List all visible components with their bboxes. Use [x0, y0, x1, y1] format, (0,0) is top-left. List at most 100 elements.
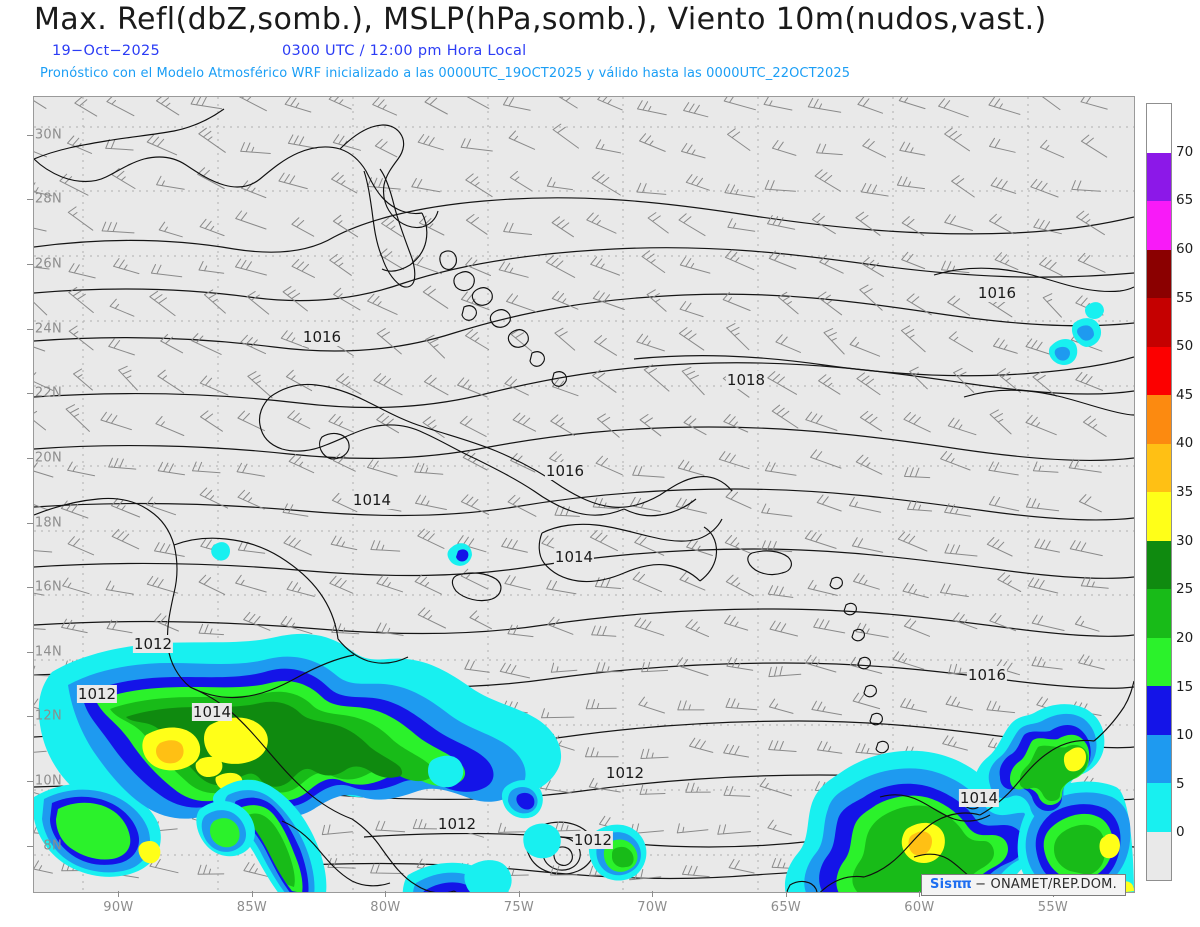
- isobar-value-label: 1016: [966, 666, 1008, 684]
- wind-barb: [198, 623, 224, 636]
- wind-barb: [1041, 97, 1061, 111]
- wind-barb: [552, 123, 579, 149]
- wind-barb: [554, 505, 580, 517]
- wind-barb: [813, 618, 846, 634]
- wind-barb: [197, 167, 225, 189]
- wind-barb: [807, 579, 838, 596]
- wind-barb: [460, 568, 489, 590]
- lon-tick-label: 85W: [236, 900, 268, 915]
- wind-barb: [376, 622, 404, 636]
- wind-barb: [589, 530, 618, 552]
- wind-barb: [849, 496, 882, 513]
- wind-barb: [370, 863, 404, 874]
- weather-map[interactable]: 1016 1018 1016 1016 1014 1014 1016 1012 1012 1014…: [33, 96, 1135, 893]
- wind-barb: [951, 175, 975, 198]
- wind-barb: [989, 613, 1017, 632]
- wind-barb: [199, 487, 229, 509]
- colorbar-band: [1147, 152, 1171, 201]
- wind-barb: [321, 824, 353, 836]
- reflectivity-colorbar[interactable]: [1146, 103, 1172, 881]
- wind-barb: [637, 100, 667, 116]
- wind-barb: [330, 535, 358, 551]
- wind-barb: [417, 134, 444, 151]
- wind-barb: [997, 572, 1022, 592]
- wind-barb: [769, 620, 798, 637]
- colorbar-tick-label: 55: [1176, 289, 1194, 306]
- wind-barb: [235, 574, 267, 593]
- wind-barb: [545, 255, 576, 278]
- wind-barb: [1042, 293, 1062, 318]
- wind-barb: [34, 750, 47, 753]
- wind-barb: [243, 611, 271, 631]
- wind-barb: [938, 98, 969, 118]
- wind-barb: [898, 97, 926, 110]
- lat-tick-mark: [27, 264, 33, 266]
- wind-barb: [498, 822, 528, 833]
- wind-barb: [643, 364, 670, 392]
- wind-barb: [1076, 210, 1105, 236]
- wind-barb: [280, 615, 313, 635]
- wind-barb: [61, 861, 88, 872]
- wind-barb: [237, 410, 265, 432]
- wind-barb: [106, 97, 135, 117]
- wind-barb: [853, 573, 880, 590]
- wind-barb: [724, 535, 751, 554]
- wind-barb: [547, 616, 574, 635]
- isobar-value-label: 1012: [604, 764, 646, 782]
- wind-barb: [597, 97, 623, 111]
- lon-tick-mark: [785, 891, 787, 897]
- wind-barb: [592, 497, 620, 510]
- colorbar-tick-label: 30: [1176, 532, 1194, 549]
- wind-barb: [586, 212, 617, 234]
- wind-barb: [241, 180, 267, 199]
- wind-barb: [415, 494, 447, 510]
- wind-barb: [816, 494, 842, 512]
- colorbar-band: [1147, 589, 1171, 638]
- wind-barb: [725, 698, 758, 711]
- wind-barb: [725, 574, 754, 597]
- lat-tick-mark: [27, 651, 33, 653]
- wind-barb: [329, 575, 354, 594]
- wind-barb: [418, 215, 445, 236]
- wind-barb: [1034, 538, 1060, 553]
- wind-barb: [465, 214, 488, 235]
- wind-barb: [246, 291, 270, 315]
- colorbar-band: [1147, 249, 1171, 298]
- lat-tick-label: 12N: [34, 708, 62, 724]
- colorbar-tick-label: 40: [1176, 435, 1194, 452]
- wind-barb: [1027, 577, 1059, 594]
- wind-barb: [1032, 461, 1059, 473]
- wind-barb: [1082, 415, 1107, 437]
- wind-barb: [554, 327, 576, 351]
- wind-barb: [546, 177, 573, 191]
- wind-barb: [200, 410, 223, 432]
- wind-barb: [424, 97, 448, 115]
- isobar-value-label: 1018: [725, 371, 767, 389]
- wind-barb: [154, 613, 179, 632]
- wind-barb: [948, 663, 974, 675]
- wind-barb: [331, 623, 360, 635]
- wind-barb: [146, 575, 179, 594]
- wind-barb: [723, 97, 756, 111]
- wind-barb: [818, 374, 841, 395]
- wind-barb: [636, 333, 665, 352]
- wind-barb: [509, 170, 532, 191]
- wind-barb: [763, 97, 793, 111]
- lat-tick-label: 30N: [34, 127, 62, 143]
- wind-barb: [328, 97, 352, 110]
- wind-barb: [728, 858, 755, 874]
- wind-barb: [724, 183, 756, 198]
- wind-barb: [676, 657, 709, 676]
- wind-barb: [235, 210, 267, 230]
- wind-barb: [1068, 458, 1102, 473]
- wind-barb: [849, 336, 881, 357]
- wind-barb: [288, 454, 315, 474]
- wind-barb: [192, 461, 221, 474]
- wind-barb: [940, 451, 971, 471]
- wind-barb: [727, 128, 751, 151]
- wind-barb: [34, 182, 53, 197]
- wind-barb: [1080, 97, 1108, 110]
- wind-barb: [901, 251, 926, 270]
- wind-barb: [590, 256, 620, 276]
- wind-barb: [285, 369, 313, 392]
